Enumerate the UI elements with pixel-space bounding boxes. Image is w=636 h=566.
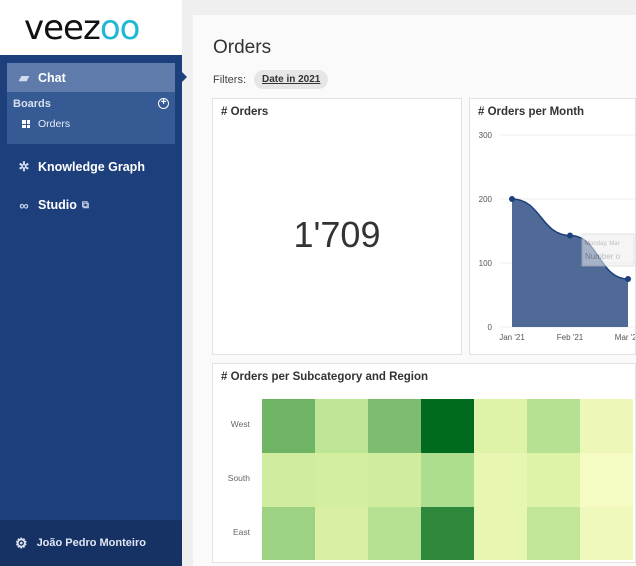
card-title: # Orders	[221, 106, 269, 118]
heatmap-cell	[527, 453, 580, 507]
x-tick-label: Mar '21	[615, 333, 635, 342]
studio-icon: ∞	[19, 197, 29, 213]
board-icon	[22, 120, 30, 128]
active-caret	[182, 72, 187, 82]
heatmap-cell	[527, 507, 580, 560]
logo-text-accent: oo	[99, 7, 141, 48]
sidebar-item-chat[interactable]: ▰ Chat	[7, 63, 175, 92]
kpi-card-orders[interactable]: # Orders 1'709	[212, 98, 462, 355]
kpi-value: 1'709	[293, 214, 381, 255]
heatmap-cell	[262, 507, 315, 560]
heatmap-cell	[527, 399, 580, 453]
external-link-icon: ⧉	[81, 199, 90, 211]
data-point	[567, 232, 573, 239]
sidebar-item-label: Chat	[38, 70, 66, 85]
area-fill	[512, 199, 628, 327]
heatmap-cell	[580, 507, 633, 560]
filters-label: Filters:	[213, 73, 246, 86]
board-label: Orders	[38, 118, 71, 130]
heatmap-cell	[368, 507, 421, 560]
heatmap-cell	[368, 453, 421, 507]
sidebar-item-studio[interactable]: ∞ Studio ⧉	[0, 190, 182, 220]
knowledge-graph-icon: ✲	[18, 159, 30, 174]
add-board-icon[interactable]: +	[158, 98, 169, 109]
tooltip-title: Monday, Mar	[585, 241, 620, 247]
area-chart: 0 100 200 300 Jan '21 Feb '21 Mar '21 Monday, M…	[479, 131, 635, 342]
row-label: West	[231, 419, 251, 429]
heatmap-cell	[421, 399, 474, 453]
veezoo-logo[interactable]: veez oo	[0, 0, 182, 55]
heatmap-chart: West South East	[228, 399, 633, 560]
sidebar-item-knowledge-graph[interactable]: ✲ Knowledge Graph	[0, 152, 182, 182]
heatmap-cell	[474, 507, 527, 560]
heatmap-cell	[580, 399, 633, 453]
board-panel: Orders Filters: Date in 2021 # Orders 1'7…	[193, 15, 636, 566]
tooltip: Monday, Mar Number o	[581, 233, 635, 267]
chart-card-orders-per-month[interactable]: # Orders per Month 0 100 200 300 Jan '21 Feb …	[469, 98, 636, 355]
heatmap-cell	[368, 399, 421, 453]
board-item-orders[interactable]: Orders	[13, 118, 169, 130]
data-point	[509, 196, 515, 202]
sidebar-item-label: Studio	[38, 198, 77, 212]
page-title: Orders	[213, 37, 272, 58]
x-tick-label: Jan '21	[499, 333, 525, 342]
data-point	[625, 276, 631, 282]
y-tick-label: 0	[488, 323, 493, 332]
heatmap-cell	[474, 453, 527, 507]
chat-icon: ▰	[19, 69, 29, 85]
heatmap-cell	[580, 453, 633, 507]
row-label: East	[233, 527, 251, 537]
boards-label: Boards	[13, 98, 51, 110]
y-tick-label: 300	[479, 131, 493, 140]
tooltip-box	[581, 233, 635, 267]
filters-bar: Filters: Date in 2021	[213, 70, 329, 89]
heatmap-cell	[315, 399, 368, 453]
y-tick-label: 200	[479, 195, 493, 204]
logo-text: veez	[24, 7, 101, 48]
row-label: South	[228, 473, 250, 483]
filter-chip-date[interactable]: Date in 2021	[254, 70, 329, 89]
heatmap-cell	[315, 507, 368, 560]
x-tick-label: Feb '21	[557, 333, 584, 342]
heatmap-cell	[262, 453, 315, 507]
chart-card-heatmap[interactable]: # Orders per Subcategory and Region West…	[212, 363, 636, 563]
boards-section: Boards + Orders	[7, 92, 175, 144]
y-tick-label: 100	[479, 259, 493, 268]
heatmap-cell	[474, 399, 527, 453]
heatmap-cell	[421, 453, 474, 507]
card-title: # Orders per Subcategory and Region	[221, 371, 429, 383]
card-title: # Orders per Month	[478, 106, 585, 118]
heatmap-cell	[315, 453, 368, 507]
sidebar-item-label: Knowledge Graph	[38, 160, 145, 174]
heatmap-cell	[421, 507, 474, 560]
sidebar: veez oo ▰ Chat Boards + Orders ✲ Knowledge G…	[0, 0, 182, 566]
heatmap-cell	[262, 399, 315, 453]
tooltip-series: Number o	[585, 252, 621, 261]
user-menu[interactable]: ⚙ João Pedro Monteiro	[0, 520, 182, 566]
gear-icon: ⚙	[15, 534, 28, 551]
user-name: João Pedro Monteiro	[36, 537, 146, 549]
